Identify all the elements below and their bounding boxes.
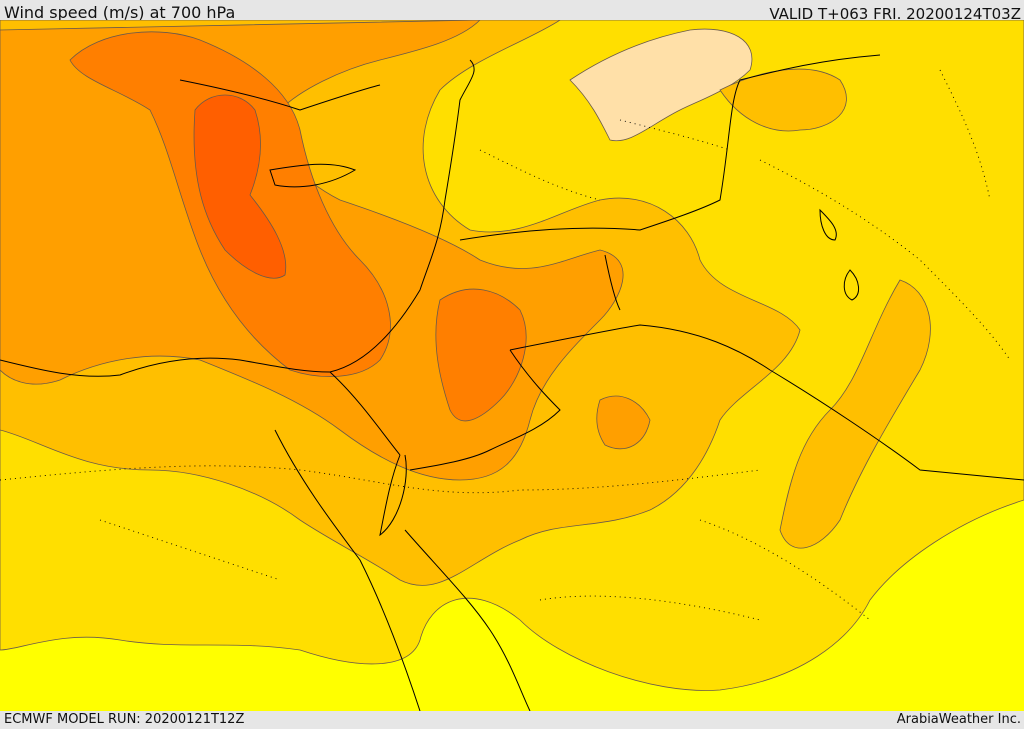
pocket-orange (596, 395, 651, 450)
map-canvas (0, 20, 1024, 711)
boundaries (0, 54, 1024, 711)
valid-time: VALID T+063 FRI. 20200124T03Z (769, 5, 1021, 23)
band-red-orange (193, 94, 287, 279)
footer-bar: ECMWF MODEL RUN: 20200121T12Z ArabiaWeat… (0, 711, 1024, 729)
credit: ArabiaWeather Inc. (896, 712, 1021, 727)
band-gold-east (779, 279, 931, 549)
band-dark-orange-jordan (435, 288, 527, 422)
wind-speed-map (0, 20, 1024, 711)
map-title: Wind speed (m/s) at 700 hPa (4, 3, 236, 22)
dotted-lines (0, 69, 1011, 621)
header-bar: Wind speed (m/s) at 700 hPa VALID T+063 … (0, 0, 1024, 23)
model-run: ECMWF MODEL RUN: 20200121T12Z (4, 712, 245, 727)
